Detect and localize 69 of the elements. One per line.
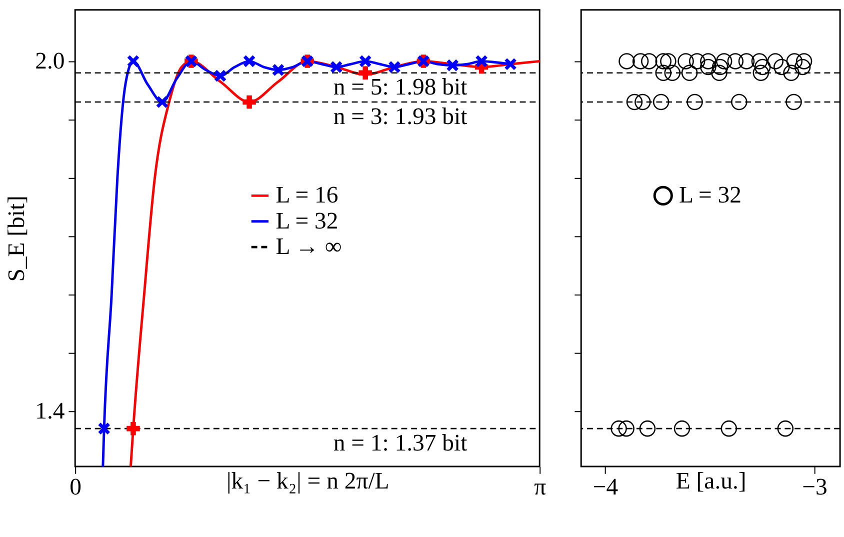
point (664, 64, 681, 81)
point (731, 94, 748, 110)
point (388, 60, 401, 74)
point (618, 53, 635, 70)
annotation: n = 5: 1.98 bit (333, 74, 468, 101)
point (98, 422, 111, 435)
legend-label: L = 32 (678, 182, 742, 209)
point (655, 64, 672, 81)
point (712, 58, 728, 76)
point (720, 420, 738, 437)
x-tick-label: π (534, 474, 546, 501)
annotation: n = 1: 1.37 bit (333, 430, 468, 456)
point (686, 94, 703, 110)
point (504, 58, 517, 71)
point (716, 53, 732, 70)
x-tick-label: 0 (70, 474, 82, 501)
point (751, 53, 768, 70)
point (126, 422, 140, 436)
point (777, 420, 794, 437)
legend-label: L = 32 (276, 208, 338, 234)
point (126, 54, 140, 68)
point (655, 53, 672, 70)
point (618, 420, 634, 437)
point (634, 94, 651, 110)
point (639, 420, 656, 437)
point (767, 53, 784, 70)
point (794, 58, 811, 76)
x-axis-title: |k₁ − k₂| = n 2π/L (226, 468, 390, 495)
annotation: n = 3: 1.93 bit (333, 104, 468, 130)
point (752, 64, 770, 81)
point (610, 420, 627, 437)
point (358, 66, 372, 80)
point (626, 94, 643, 110)
point (272, 64, 285, 76)
point (475, 54, 488, 68)
point (678, 53, 694, 70)
y-axis-title: S_E [bit] (4, 196, 30, 282)
point (711, 64, 728, 81)
point (727, 53, 744, 70)
y-tick-label: 1.4 (35, 398, 65, 424)
point (652, 94, 670, 110)
point (674, 420, 690, 437)
point (242, 95, 256, 109)
point (738, 53, 755, 70)
legend-label: L → ∞ (276, 234, 342, 260)
point (688, 53, 706, 70)
point (660, 53, 676, 70)
point (786, 94, 802, 110)
point (358, 54, 372, 68)
y-tick-label: 2.0 (35, 48, 65, 75)
point (754, 58, 771, 76)
legend-label: L = 16 (276, 182, 338, 209)
point (641, 53, 658, 70)
x-tick-label: −3 (802, 474, 828, 501)
x-tick-label: −4 (592, 474, 618, 501)
point (700, 53, 716, 70)
point (330, 60, 343, 74)
point (786, 53, 803, 70)
point (700, 58, 716, 76)
point (796, 53, 812, 70)
point (783, 64, 800, 81)
point (214, 69, 227, 82)
point (681, 64, 698, 81)
point (774, 58, 790, 76)
point (632, 53, 649, 70)
point (242, 54, 256, 68)
x-axis-title: E [a.u.] (676, 468, 746, 495)
point (446, 58, 459, 72)
point (156, 96, 169, 108)
